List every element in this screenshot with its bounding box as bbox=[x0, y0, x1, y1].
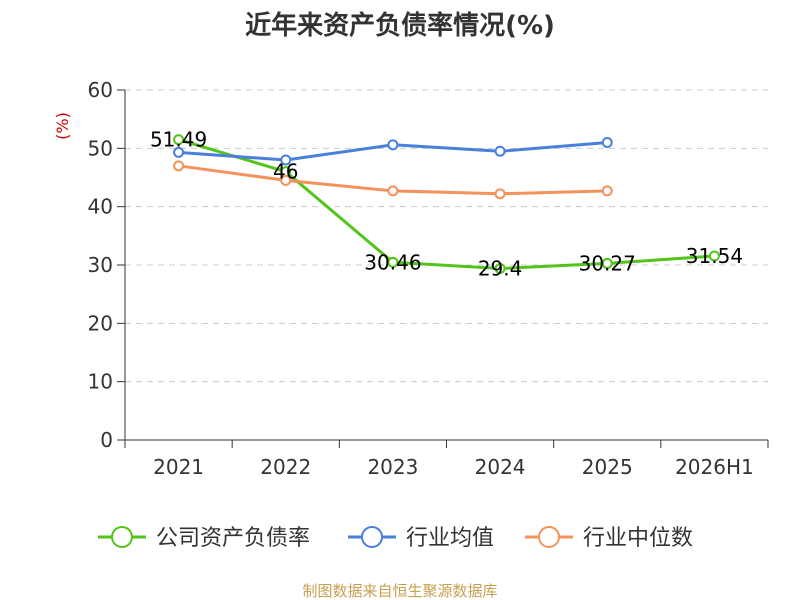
source-note: 制图数据来自恒生聚源数据库 bbox=[302, 582, 497, 600]
y-tick-label: 10 bbox=[88, 370, 113, 394]
y-tick-label: 20 bbox=[88, 311, 113, 335]
data-point bbox=[601, 185, 613, 197]
data-label: 31.54 bbox=[686, 244, 743, 268]
data-point bbox=[173, 160, 185, 172]
chart-title: 近年来资产负债率情况(%) bbox=[245, 10, 555, 41]
legend-label: 公司资产负债率 bbox=[156, 526, 310, 551]
y-tick-label: 40 bbox=[88, 195, 113, 219]
data-point bbox=[173, 134, 185, 146]
series-line-0 bbox=[178, 138, 715, 270]
legend-marker bbox=[361, 526, 383, 548]
y-tick-label: 50 bbox=[88, 136, 113, 160]
legend-item[interactable]: 行业均值 bbox=[348, 526, 494, 551]
data-labels: 51.49 46 30.46 29.4 30.27 31.54 bbox=[150, 128, 743, 281]
legend-item[interactable]: 公司资产负债率 bbox=[98, 526, 310, 551]
data-label: 30.46 bbox=[364, 250, 421, 274]
legend[interactable]: 公司资产负债率 行业均值 行业中位数 bbox=[98, 526, 693, 551]
data-point bbox=[280, 174, 292, 186]
data-point bbox=[494, 145, 506, 157]
x-tick-label: 2023 bbox=[367, 455, 418, 479]
data-label: 30.27 bbox=[579, 251, 636, 275]
data-label: 46 bbox=[273, 160, 298, 184]
data-point bbox=[494, 188, 506, 200]
grid-lines bbox=[125, 89, 768, 383]
data-point bbox=[387, 256, 399, 268]
data-point bbox=[387, 185, 399, 197]
x-tick-label: 2026H1 bbox=[675, 455, 754, 479]
legend-marker bbox=[538, 526, 560, 548]
legend-label: 行业均值 bbox=[406, 526, 494, 551]
data-point bbox=[280, 154, 292, 166]
legend-item[interactable]: 行业中位数 bbox=[525, 526, 693, 551]
legend-label: 行业中位数 bbox=[583, 526, 693, 551]
y-axis-unit-label: (%) bbox=[53, 112, 72, 140]
data-point bbox=[601, 257, 613, 269]
legend-marker bbox=[111, 526, 133, 548]
data-point bbox=[494, 263, 506, 274]
series-lines bbox=[173, 134, 720, 274]
data-label: 51.49 bbox=[150, 128, 207, 152]
y-tick-label: 30 bbox=[88, 253, 113, 277]
x-tick-label: 2021 bbox=[153, 455, 204, 479]
axes: 0 10 20 30 40 50 60 2021 2022 2023 2024 2025 2026H1 bbox=[88, 78, 769, 479]
data-point bbox=[173, 146, 185, 158]
data-point bbox=[387, 139, 399, 151]
data-label: 29.4 bbox=[478, 257, 523, 281]
x-tick-label: 2025 bbox=[582, 455, 633, 479]
x-tick-label: 2024 bbox=[475, 455, 526, 479]
data-point bbox=[708, 250, 720, 262]
data-point bbox=[601, 137, 613, 148]
y-tick-label: 60 bbox=[88, 78, 113, 102]
y-tick-label: 0 bbox=[100, 428, 113, 452]
x-tick-label: 2022 bbox=[260, 455, 311, 479]
